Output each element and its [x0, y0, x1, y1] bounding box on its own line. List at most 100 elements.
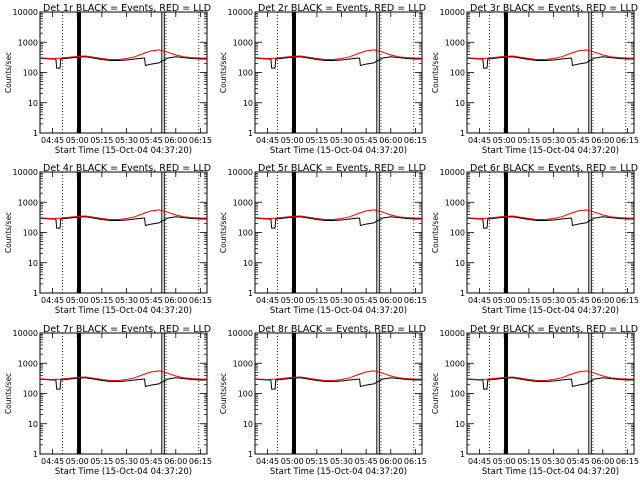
y-tick-label: 100	[450, 69, 465, 78]
y-axis-label: Counts/sec	[431, 212, 440, 253]
y-tick-label: 1	[460, 129, 465, 138]
chart-panel-7: Det 7r BLACK = Events, RED = LLD11010010…	[4, 324, 212, 477]
y-tick-label: 10	[28, 420, 38, 429]
y-tick-label: 1	[33, 450, 38, 459]
y-tick-label: 10000	[13, 8, 38, 17]
x-tick-label: 05:15	[517, 296, 540, 305]
y-tick-label: 10000	[13, 168, 38, 177]
y-tick-label: 1000	[18, 38, 38, 47]
x-tick-label: 05:15	[517, 136, 540, 145]
x-tick-label: 06:00	[379, 296, 402, 305]
y-axis-label: Counts/sec	[431, 52, 440, 93]
x-tick-label: 05:45	[567, 457, 590, 466]
x-tick-label: 05:15	[305, 136, 328, 145]
x-tick-label: 04:45	[468, 136, 491, 145]
y-tick-label: 1000	[445, 198, 465, 207]
x-tick-label: 06:15	[404, 457, 427, 466]
x-axis-label: Start Time (15-Oct-04 04:37:20)	[55, 467, 192, 477]
lld-series-line	[40, 50, 207, 60]
x-tick-label: 06:15	[189, 457, 212, 466]
y-axis-label: Counts/sec	[4, 212, 13, 253]
y-tick-label: 100	[238, 69, 253, 78]
x-tick-label: 05:15	[90, 457, 113, 466]
y-tick-label: 1000	[18, 198, 38, 207]
y-tick-label: 1000	[233, 359, 253, 368]
x-tick-label: 05:15	[305, 296, 328, 305]
y-tick-label: 10	[28, 99, 38, 108]
x-tick-label: 05:30	[542, 296, 565, 305]
chart-panel-6: Det 6r BLACK = Events, RED = LLD 1 10 100 10…	[431, 163, 639, 316]
chart-panel-9: Det 9r BLACK = Events, RED = LLD11010010…	[431, 324, 639, 477]
y-tick-label: 10000	[228, 8, 253, 17]
y-axis-label: Counts/sec	[431, 373, 440, 414]
y-tick-label: 100	[450, 229, 465, 238]
x-tick-label: 05:00	[66, 296, 89, 305]
y-tick-label: 100	[238, 229, 253, 238]
y-tick-label: 1000	[18, 359, 38, 368]
y-tick-label: 10	[455, 420, 465, 429]
lld-series-line	[255, 210, 422, 220]
x-tick-label: 04:45	[256, 457, 279, 466]
y-tick-label: 10	[455, 259, 465, 268]
x-tick-label: 06:00	[379, 136, 402, 145]
x-tick-label: 05:45	[140, 457, 163, 466]
plot-frame	[40, 12, 207, 133]
x-tick-label: 05:00	[493, 136, 516, 145]
x-tick-label: 04:45	[41, 136, 64, 145]
chart-panel-8: Det 8r BLACK = Events, RED = LLD11010010…	[219, 324, 427, 477]
x-tick-label: 05:45	[355, 136, 378, 145]
x-tick-label: 05:45	[140, 136, 163, 145]
x-tick-label: 05:15	[517, 457, 540, 466]
plot-frame	[40, 333, 207, 454]
y-tick-label: 1000	[233, 38, 253, 47]
chart-panel-3: Det 3r BLACK = Events, RED = LLD 1 10 100 10…	[431, 3, 639, 156]
y-axis-label: Counts/sec	[219, 373, 228, 414]
x-tick-label: 05:45	[567, 296, 590, 305]
y-tick-label: 10000	[440, 168, 465, 177]
x-tick-label: 05:15	[90, 136, 113, 145]
x-tick-label: 04:45	[256, 296, 279, 305]
x-tick-label: 05:00	[66, 457, 89, 466]
y-tick-label: 1000	[445, 38, 465, 47]
y-axis-label: Counts/sec	[219, 52, 228, 93]
chart-panel-5: Det 5r BLACK = Events, RED = LLD 1 10 100 10…	[219, 163, 427, 316]
x-tick-label: 04:45	[468, 296, 491, 305]
x-tick-label: 06:00	[379, 457, 402, 466]
y-axis-label: Counts/sec	[4, 52, 13, 93]
y-tick-label: 1	[460, 450, 465, 459]
y-tick-label: 1	[248, 450, 253, 459]
lld-series-line	[467, 371, 634, 381]
x-tick-label: 06:15	[616, 296, 639, 305]
x-tick-label: 05:30	[115, 136, 138, 145]
y-tick-label: 1000	[445, 359, 465, 368]
y-tick-label: 10	[243, 259, 253, 268]
plot-frame	[467, 12, 634, 133]
x-tick-label: 05:00	[493, 296, 516, 305]
y-axis-label: Counts/sec	[219, 212, 228, 253]
plot-frame	[255, 12, 422, 133]
y-axis-label: Counts/sec	[4, 373, 13, 414]
lld-series-line	[255, 50, 422, 60]
y-tick-label: 100	[450, 390, 465, 399]
x-tick-label: 06:15	[616, 136, 639, 145]
y-tick-label: 10	[455, 99, 465, 108]
y-tick-label: 10000	[440, 8, 465, 17]
x-tick-label: 05:45	[355, 296, 378, 305]
y-tick-label: 1000	[233, 198, 253, 207]
lld-series-line	[467, 210, 634, 220]
x-tick-label: 06:00	[164, 457, 187, 466]
plot-frame	[467, 172, 634, 293]
x-tick-label: 06:15	[616, 457, 639, 466]
lld-series-line	[40, 371, 207, 381]
x-tick-label: 05:30	[542, 457, 565, 466]
x-tick-label: 06:00	[591, 296, 614, 305]
lld-series-line	[40, 210, 207, 220]
x-tick-label: 04:45	[256, 136, 279, 145]
y-tick-label: 10	[243, 420, 253, 429]
chart-panel-1: Det 1r BLACK = Events, RED = LLD11010010…	[4, 3, 212, 156]
x-tick-label: 06:15	[404, 136, 427, 145]
y-tick-label: 100	[23, 69, 38, 78]
y-tick-label: 1	[33, 129, 38, 138]
x-axis-label: Start Time (15-Oct-04 04:37:20)	[482, 306, 619, 316]
